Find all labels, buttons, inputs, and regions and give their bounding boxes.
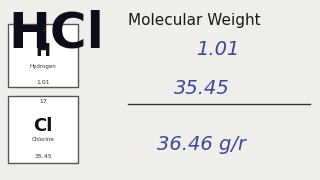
Text: 35.45: 35.45 <box>174 79 229 98</box>
Text: 1.01: 1.01 <box>36 80 50 85</box>
Text: H: H <box>36 42 51 60</box>
FancyBboxPatch shape <box>8 24 78 87</box>
Text: HCl: HCl <box>8 9 104 57</box>
FancyBboxPatch shape <box>8 96 78 163</box>
Text: 1: 1 <box>41 27 45 32</box>
Text: 36.46 g/r: 36.46 g/r <box>157 135 246 154</box>
Text: 35.45: 35.45 <box>34 154 52 159</box>
Text: 17: 17 <box>39 99 47 104</box>
Text: Hydrogen: Hydrogen <box>30 64 57 69</box>
Text: Chlorine: Chlorine <box>32 137 55 142</box>
Text: Cl: Cl <box>34 117 53 135</box>
Text: Molecular Weight: Molecular Weight <box>128 13 260 28</box>
Text: 1.01: 1.01 <box>196 40 239 59</box>
